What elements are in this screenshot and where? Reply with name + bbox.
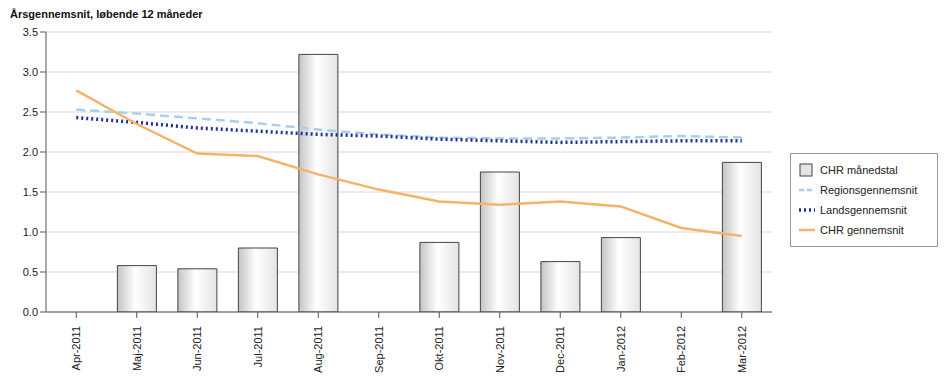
svg-text:Aug-2011: Aug-2011 xyxy=(312,326,324,373)
svg-text:Maj-2011: Maj-2011 xyxy=(131,326,143,371)
html-text:Årsgennemsnit, løbende 12 måne: Årsgennemsnit, løbende 12 måneder xyxy=(10,8,203,20)
svg-text:3.5: 3.5 xyxy=(23,26,38,38)
svg-text:Jul-2011: Jul-2011 xyxy=(252,326,264,367)
html-text:CHR gennemsnit: CHR gennemsnit xyxy=(820,224,904,236)
svg-text:Sep-2011: Sep-2011 xyxy=(373,326,385,373)
svg-text:Dec-2011: Dec-2011 xyxy=(554,326,566,373)
svg-text:Jan-2012: Jan-2012 xyxy=(615,326,627,372)
svg-text:Feb-2012: Feb-2012 xyxy=(675,326,687,373)
svg-text:0.5: 0.5 xyxy=(23,266,38,278)
html-text:Regionsgennemsnit: Regionsgennemsnit xyxy=(820,184,918,196)
svg-text:1.5: 1.5 xyxy=(23,186,38,198)
svg-text:2.0: 2.0 xyxy=(23,146,38,158)
svg-text:Apr-2011: Apr-2011 xyxy=(70,326,82,370)
svg-text:Jun-2011: Jun-2011 xyxy=(191,326,203,371)
svg-text:Nov-2011: Nov-2011 xyxy=(494,326,506,373)
svg-text:Mar-2012: Mar-2012 xyxy=(736,326,748,373)
html-text:Landsgennemsnit: Landsgennemsnit xyxy=(820,204,907,216)
html-text:CHR månedstal: CHR månedstal xyxy=(820,164,898,176)
svg-text:0.0: 0.0 xyxy=(23,306,38,318)
svg-text:Okt-2011: Okt-2011 xyxy=(433,326,445,370)
svg-text:2.5: 2.5 xyxy=(23,106,38,118)
svg-text:1.0: 1.0 xyxy=(23,226,38,238)
svg-text:3.0: 3.0 xyxy=(23,66,38,78)
